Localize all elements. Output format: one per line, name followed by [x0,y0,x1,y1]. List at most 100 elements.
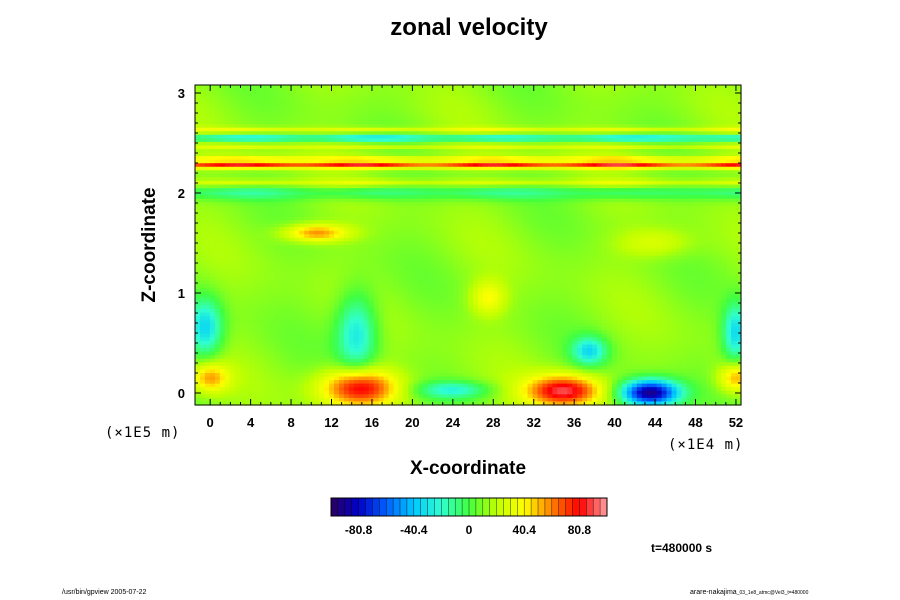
heatmap-cell [582,99,588,104]
heatmap-cell [249,223,256,228]
heatmap-cell [324,99,330,104]
heatmap-cell [487,241,494,246]
heatmap-cell [438,141,444,147]
heatmap-cell [626,177,633,182]
heatmap-cell [631,173,638,179]
heatmap-cell [224,213,231,218]
heatmap-cell [204,124,211,129]
heatmap-cell [195,134,201,139]
heatmap-cell [522,223,529,228]
heatmap-cell [443,216,449,221]
heatmap-cell [403,181,410,186]
heatmap-cell [602,134,608,139]
heatmap-cell [731,124,737,129]
heatmap-cell [507,88,514,93]
heatmap-cell [522,230,529,235]
heatmap-cell [562,88,568,93]
heatmap-cell [353,138,360,143]
heatmap-cell [264,184,271,189]
heatmap-cell [383,163,390,168]
heatmap-cell [254,209,261,214]
heatmap-cell [199,88,206,93]
heatmap-cell [438,131,444,136]
heatmap-cell [443,117,449,122]
heatmap-cell [497,131,504,136]
heatmap-cell [726,138,732,143]
heatmap-cell [289,149,295,154]
heatmap-cell [497,99,504,104]
heatmap-cell [537,117,544,122]
heatmap-cell [373,138,380,143]
heatmap-cell [502,106,509,111]
heatmap-cell [711,237,717,243]
heatmap-cell [547,216,553,221]
heatmap-cell [463,120,469,125]
heatmap-cell [602,95,608,100]
heatmap-cell [269,166,276,171]
heatmap-cell [636,138,643,143]
heatmap-cell [324,124,330,129]
heatmap-cell [368,223,375,228]
heatmap-cell [587,191,593,196]
heatmap-cell [631,156,638,161]
heatmap-cell [472,202,479,207]
heatmap-cell [646,181,653,186]
heatmap-cell [443,191,449,196]
heatmap-cell [219,120,226,125]
heatmap-cell [522,198,529,203]
heatmap-cell [497,145,504,150]
heatmap-cell [631,145,638,150]
heatmap-cell [423,113,429,118]
heatmap-cell [199,213,206,218]
heatmap-cell [472,92,479,97]
heatmap-cell [468,173,474,179]
heatmap-cell [333,113,340,118]
heatmap-cell [413,195,419,200]
heatmap-cell [209,234,216,239]
heatmap-cell [507,216,514,221]
heatmap-cell [249,188,256,193]
heatmap-cell [269,92,276,97]
heatmap-cell [502,191,509,196]
heatmap-cell [532,141,539,147]
heatmap-cell [577,99,583,104]
heatmap-cell [676,166,683,171]
heatmap-cell [731,191,737,196]
heatmap-cell [557,202,563,207]
heatmap-cell [641,102,648,107]
heatmap-cell [731,113,737,118]
heatmap-cell [388,149,395,154]
heatmap-cell [254,166,261,171]
heatmap-cell [611,181,618,186]
heatmap-cell [373,109,380,115]
heatmap-cell [736,99,742,104]
heatmap-cell [368,181,375,186]
heatmap-cell [314,124,320,129]
heatmap-cell [547,209,553,214]
heatmap-cell [299,191,305,196]
heatmap-cell [656,113,663,118]
heatmap-cell [602,92,608,97]
heatmap-cell [239,138,246,143]
heatmap-cell [338,245,345,250]
heatmap-cell [482,188,489,193]
heatmap-cell [234,102,241,107]
heatmap-cell [736,145,742,150]
heatmap-cell [517,184,524,189]
heatmap-cell [195,245,201,250]
heatmap-cell [572,227,578,232]
heatmap-cell [229,198,236,203]
heatmap-cell [502,170,509,175]
heatmap-cell [671,145,678,150]
heatmap-cell [646,113,653,118]
heatmap-cell [309,109,315,115]
heatmap-cell [671,181,678,186]
heatmap-cell [358,213,365,218]
heatmap-cell [626,113,633,118]
heatmap-cell [502,134,509,139]
heatmap-cell [279,163,285,168]
heatmap-cell [532,173,539,179]
heatmap-cell [433,209,439,214]
heatmap-cell [706,92,712,97]
heatmap-cell [726,149,732,154]
